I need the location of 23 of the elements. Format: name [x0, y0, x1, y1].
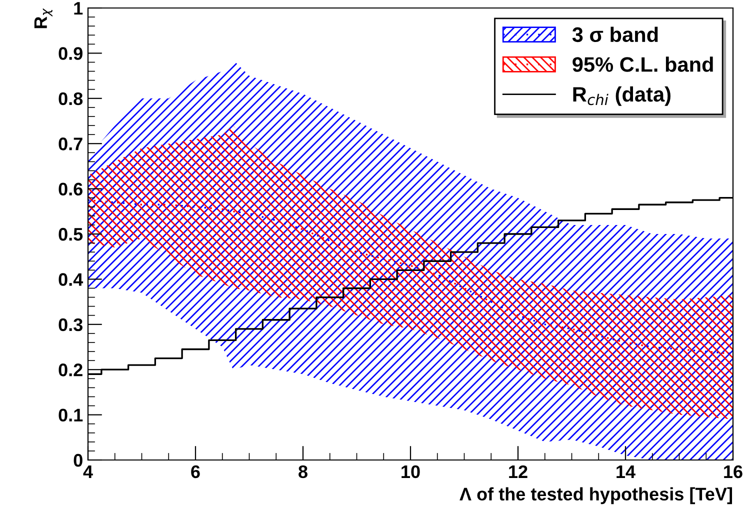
y-axis-title: R$_{χ}$ [34, 8, 52, 28]
y-tick-label: 0.3 [58, 318, 82, 332]
x-tick-label: 12 [509, 465, 528, 478]
y-tick-label: 0.9 [58, 47, 82, 60]
y-tick-label: 0 [74, 454, 82, 467]
y-tick-label: 0.8 [58, 92, 83, 106]
y-tick-label: 0.4 [58, 273, 84, 286]
y-tick-label: 0.7 [58, 138, 82, 150]
x-tick-label: 10 [402, 465, 420, 478]
y-tick-label: 0.6 [58, 182, 82, 196]
y-tick-label: 0.2 [58, 364, 82, 376]
y-tick-label: 0.5 [58, 228, 83, 241]
legend-label: R$_{chi}$ (data) [573, 86, 670, 106]
x-tick-label: 16 [724, 465, 742, 478]
x-tick-label: 4 [83, 466, 93, 478]
x-tick-label: 6 [191, 465, 200, 478]
legend-label: 3 σ band [572, 26, 658, 42]
x-tick-label: 8 [298, 465, 308, 478]
x-tick-label: 14 [616, 466, 636, 478]
legend-label: 95% C.L. band [572, 56, 713, 72]
y-tick-label: 0.1 [58, 408, 83, 422]
y-tick-label: 1 [74, 2, 83, 15]
x-axis-title: Λ of the tested hypothesis [TeV] [460, 487, 732, 504]
